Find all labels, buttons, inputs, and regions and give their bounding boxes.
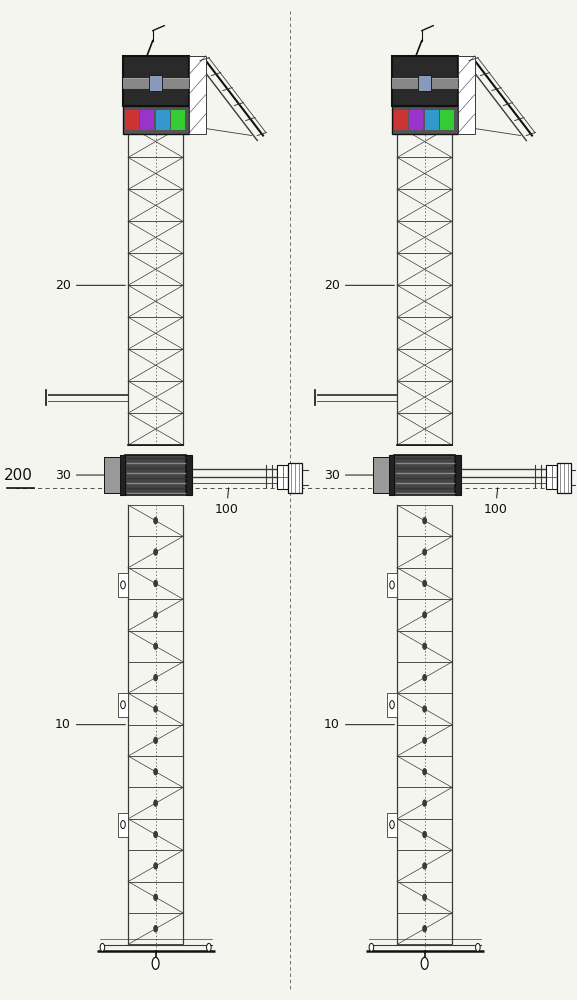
Bar [458,56,475,134]
Bar [140,110,155,130]
Circle shape [207,943,211,951]
Text: 20: 20 [55,279,125,292]
Bar [171,110,185,130]
Bar [387,693,397,717]
Bar [557,463,571,493]
Text: 10: 10 [324,718,395,731]
Circle shape [154,863,158,869]
Circle shape [389,581,394,589]
Bar [392,56,458,106]
Circle shape [154,518,158,524]
Bar [189,56,206,134]
Circle shape [423,643,426,649]
Circle shape [423,612,426,618]
Circle shape [154,737,158,743]
Bar [455,455,460,495]
Text: 10: 10 [55,718,125,731]
Circle shape [121,821,125,829]
Text: 200: 200 [4,468,33,483]
Text: 20: 20 [324,279,395,292]
Circle shape [154,675,158,681]
Circle shape [389,701,394,709]
Bar [123,106,189,134]
Circle shape [423,580,426,586]
Circle shape [154,769,158,775]
Circle shape [154,612,158,618]
Circle shape [475,943,480,951]
Bar [389,455,395,495]
Bar [125,455,186,495]
Circle shape [423,894,426,900]
Bar [278,465,288,489]
Circle shape [423,706,426,712]
Bar [288,463,302,493]
Circle shape [421,957,428,969]
Bar [394,110,408,130]
Bar [387,573,397,597]
Bar [118,693,128,717]
Bar [392,106,458,134]
Bar [118,573,128,597]
Bar [186,455,192,495]
Circle shape [154,894,158,900]
Bar [387,813,397,837]
Circle shape [423,800,426,806]
Bar [546,465,557,489]
Bar [373,457,389,493]
Circle shape [423,549,426,555]
Circle shape [423,675,426,681]
Circle shape [423,769,426,775]
Bar [118,813,128,837]
Circle shape [121,701,125,709]
Circle shape [154,800,158,806]
Bar [119,455,125,495]
Circle shape [154,549,158,555]
Bar [104,457,119,493]
Circle shape [389,821,394,829]
Circle shape [423,926,426,932]
Circle shape [369,943,374,951]
Text: 30: 30 [55,469,125,482]
Bar [125,110,139,130]
Circle shape [154,832,158,838]
Circle shape [154,643,158,649]
Bar [149,75,162,91]
Circle shape [423,832,426,838]
Bar [425,110,439,130]
Circle shape [154,706,158,712]
Circle shape [152,957,159,969]
Bar [418,75,431,91]
Circle shape [423,863,426,869]
Bar [440,110,454,130]
Circle shape [423,737,426,743]
Circle shape [423,518,426,524]
Bar [156,110,170,130]
Circle shape [100,943,104,951]
Circle shape [121,581,125,589]
Bar [395,455,455,495]
Circle shape [154,580,158,586]
Text: 30: 30 [324,469,395,482]
Circle shape [154,926,158,932]
Text: 100: 100 [484,488,507,516]
Bar [123,78,189,88]
Bar [409,110,424,130]
Bar [123,56,189,106]
Text: 100: 100 [215,488,238,516]
Bar [392,78,458,88]
